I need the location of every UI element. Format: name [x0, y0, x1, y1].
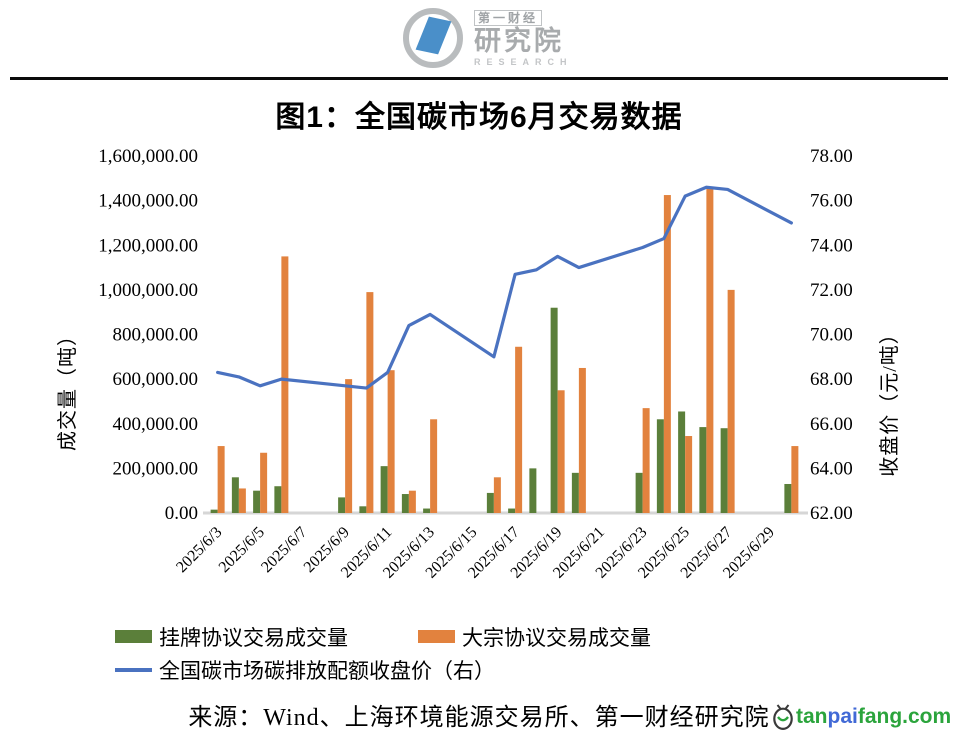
- bar-listed-volume: [423, 508, 431, 513]
- right-axis-tick: 70.00: [810, 325, 853, 346]
- bar-block-volume: [430, 419, 438, 513]
- right-axis-tick: 64.00: [810, 458, 853, 479]
- x-axis-tick: 2025/6/7: [258, 524, 310, 576]
- bar-block-volume: [706, 187, 714, 514]
- watermark-part: tan: [796, 704, 828, 728]
- bar-block-volume: [493, 477, 501, 513]
- bar-listed-volume: [699, 427, 707, 513]
- bar-block-volume: [663, 195, 671, 513]
- bar-listed-volume: [359, 506, 367, 513]
- bar-listed-volume: [784, 483, 792, 513]
- bar-listed-volume: [274, 486, 282, 513]
- carbon-market-chart: 1,600,000.00 1,400,000.00 1,200,000.00 1,00…: [56, 146, 901, 582]
- legend-label-listed-volume: 挂牌协议交易成交量: [159, 625, 348, 650]
- bar-block-volume: [578, 367, 586, 513]
- right-axis-tick: 78.00: [810, 146, 853, 167]
- bar-listed-volume: [486, 492, 494, 513]
- bar-listed-volume: [550, 307, 558, 513]
- left-axis-tick: 0.00: [165, 503, 198, 524]
- legend-swatch-closing-price: [115, 667, 152, 672]
- bar-listed-volume: [678, 411, 686, 513]
- legend-label-closing-price: 全国碳市场碳排放配额收盘价（右）: [159, 658, 495, 683]
- logo-institute-text: 研究院: [474, 25, 564, 56]
- left-axis-tick: 1,200,000.00: [98, 235, 198, 256]
- bar-listed-volume: [338, 497, 346, 513]
- watermark-part: .com: [902, 704, 952, 728]
- bar-listed-volume: [720, 428, 728, 513]
- legend-item-block-volume: 大宗协议交易成交量: [418, 622, 651, 652]
- logo-ring-shape: [403, 8, 463, 68]
- closing-price-line: [216, 185, 793, 390]
- bar-listed-volume: [210, 509, 218, 513]
- tanpaifang-icon: [773, 704, 793, 730]
- bar-block-volume: [345, 379, 353, 513]
- watermark-part: fang: [857, 704, 903, 728]
- figure-title: 图1：全国碳市场6月交易数据: [275, 101, 683, 134]
- bar-block-volume: [387, 370, 395, 513]
- bar-listed-volume: [401, 494, 409, 513]
- right-axis-tick: 72.00: [810, 280, 853, 301]
- bar-block-volume: [791, 446, 799, 513]
- bar-block-volume: [685, 436, 693, 513]
- bar-listed-volume: [635, 472, 643, 513]
- legend-row-line: 全国碳市场碳排放配额收盘价（右）: [115, 653, 651, 686]
- legend-item-listed-volume: 挂牌协议交易成交量: [115, 622, 348, 652]
- bar-block-volume: [217, 446, 225, 513]
- header-divider: [10, 77, 948, 80]
- bar-block-volume: [366, 292, 374, 513]
- bar-listed-volume: [253, 490, 261, 513]
- legend-label-block-volume: 大宗协议交易成交量: [462, 625, 651, 650]
- right-axis-tick: 62.00: [810, 503, 853, 524]
- yicai-logo-icon: [401, 6, 465, 70]
- bar-listed-volume: [571, 472, 579, 513]
- watermark-text: tanpaifang.com: [796, 705, 951, 729]
- bar-listed-volume: [656, 419, 664, 513]
- bar-block-volume: [642, 408, 650, 513]
- bar-block-volume: [557, 390, 565, 513]
- watermark-part: pai: [827, 704, 858, 728]
- logo-brand-text: 第一财经: [474, 9, 543, 26]
- left-axis-tick: 1,600,000.00: [98, 146, 198, 167]
- left-axis-title: 成交量（吨）: [56, 325, 79, 451]
- bar-listed-volume: [231, 477, 239, 513]
- bar-listed-volume: [529, 468, 537, 513]
- bar-block-volume: [238, 488, 246, 513]
- yicai-logo: 第一财经 研究院 RESEARCH: [401, 6, 573, 70]
- right-axis-tick: 66.00: [810, 414, 853, 435]
- logo-text-block: 第一财经 研究院 RESEARCH: [474, 9, 573, 67]
- bar-block-volume: [515, 346, 523, 513]
- bar-listed-volume: [380, 466, 388, 513]
- left-axis-tick: 1,400,000.00: [98, 191, 198, 212]
- bar-block-volume: [260, 452, 268, 513]
- tanpaifang-watermark: tanpaifang.com: [772, 703, 951, 730]
- source-note: 来源：Wind、上海环境能源交易所、第一财经研究院: [188, 705, 770, 731]
- left-axis-tick: 800,000.00: [113, 325, 199, 346]
- bar-block-volume: [727, 289, 735, 513]
- right-axis-tick: 68.00: [810, 369, 853, 390]
- logo-english-text: RESEARCH: [474, 56, 573, 67]
- left-axis-tick: 400,000.00: [113, 414, 199, 435]
- legend-swatch-listed-volume: [115, 630, 152, 643]
- chart-legend: 挂牌协议交易成交量 大宗协议交易成交量 全国碳市场碳排放配额收盘价（右）: [115, 620, 651, 686]
- bar-block-volume: [408, 490, 416, 513]
- bar-block-volume: [281, 256, 289, 513]
- left-axis-tick: 600,000.00: [113, 369, 199, 390]
- right-axis-title: 收盘价（元/吨）: [878, 323, 901, 477]
- left-axis-tick: 200,000.00: [113, 458, 199, 479]
- legend-row-bars: 挂牌协议交易成交量 大宗协议交易成交量: [115, 620, 651, 653]
- legend-swatch-block-volume: [418, 630, 455, 643]
- x-axis-tick: 2025/6/3: [173, 524, 225, 576]
- right-axis-tick: 76.00: [810, 191, 853, 212]
- right-axis-tick: 74.00: [810, 235, 853, 256]
- x-axis-tick: 2025/6/5: [216, 524, 268, 576]
- legend-item-closing-price: 全国碳市场碳排放配额收盘价（右）: [115, 655, 495, 685]
- bar-listed-volume: [508, 508, 516, 513]
- left-axis-tick: 1,000,000.00: [98, 280, 198, 301]
